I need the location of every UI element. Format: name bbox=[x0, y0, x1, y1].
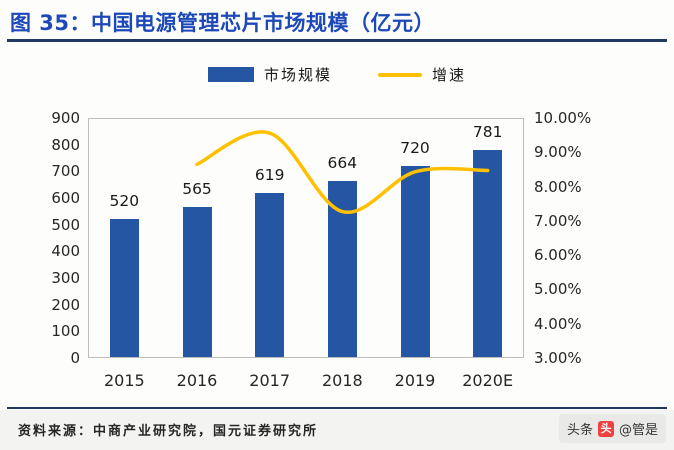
left-axis-tick-label: 400 bbox=[51, 242, 80, 261]
line-series-swatch-icon bbox=[378, 72, 422, 77]
left-axis-tick-label: 900 bbox=[51, 109, 80, 127]
bar-2019 bbox=[400, 166, 430, 357]
x-axis-tick-label: 2016 bbox=[176, 371, 218, 390]
bar-value-label: 720 bbox=[400, 139, 430, 157]
source-note: 资料来源：中商产业研究院，国元证券研究所 bbox=[18, 424, 319, 439]
left-axis-tick-label: 200 bbox=[51, 295, 80, 314]
left-axis-tick-label: 500 bbox=[51, 215, 80, 234]
legend-item-growth-rate: 增速 bbox=[378, 64, 466, 85]
x-axis-tick-label: 2020E bbox=[462, 371, 514, 390]
watermark-platform-label: 头条 bbox=[566, 423, 593, 438]
bar-2017 bbox=[255, 192, 285, 357]
bar-2018 bbox=[327, 180, 357, 357]
right-axis-tick-label: 8.00% bbox=[534, 177, 582, 196]
watermark-handle: @管是 bbox=[618, 423, 658, 438]
left-axis-tick-label: 0 bbox=[70, 349, 80, 367]
left-axis-tick-label: 300 bbox=[51, 269, 80, 287]
left-axis-tick-label: 100 bbox=[51, 322, 80, 341]
toutiao-logo-icon: 头 bbox=[597, 420, 614, 437]
x-axis-tick-label: 2017 bbox=[249, 371, 291, 390]
right-axis-tick-label: 3.00% bbox=[534, 349, 582, 367]
left-axis-tick-label: 800 bbox=[51, 135, 80, 154]
x-axis-tick-label: 2015 bbox=[103, 371, 145, 390]
x-axis-tick-label: 2018 bbox=[321, 371, 363, 390]
right-axis-tick-label: 7.00% bbox=[534, 211, 582, 230]
left-axis-tick-label: 600 bbox=[51, 189, 80, 207]
right-axis-tick-label: 10.00% bbox=[534, 109, 592, 127]
right-axis-tick-label: 6.00% bbox=[534, 246, 582, 265]
bar-value-label: 520 bbox=[109, 192, 140, 211]
legend-item-market-size: 市场规模 bbox=[207, 64, 332, 85]
title-divider bbox=[7, 39, 667, 42]
footer-divider bbox=[7, 407, 667, 409]
legend-label-market-size: 市场规模 bbox=[263, 66, 332, 84]
bar-value-label: 619 bbox=[254, 165, 285, 184]
right-axis-tick-label: 4.00% bbox=[534, 314, 582, 333]
right-axis-tick-label: 9.00% bbox=[534, 143, 582, 162]
bar-series-swatch-icon bbox=[207, 67, 254, 82]
bar-2015 bbox=[109, 219, 139, 357]
watermark: 头条 头 @管是 bbox=[558, 414, 666, 443]
figure-title: 图 35：中国电源管理芯片市场规模（亿元） bbox=[10, 11, 436, 35]
x-axis-tick-label: 2019 bbox=[394, 371, 436, 390]
chart-legend: 市场规模 增速 bbox=[0, 64, 674, 85]
left-axis-tick-label: 700 bbox=[51, 162, 80, 181]
bar-2020E bbox=[473, 149, 503, 357]
right-axis-tick-label: 5.00% bbox=[534, 280, 582, 299]
bar-2016 bbox=[182, 207, 212, 357]
bar-value-label: 565 bbox=[182, 180, 212, 199]
legend-label-growth-rate: 增速 bbox=[432, 66, 467, 84]
bar-value-label: 664 bbox=[327, 153, 358, 172]
bar-value-label: 781 bbox=[472, 122, 503, 141]
plot-area bbox=[88, 118, 524, 358]
